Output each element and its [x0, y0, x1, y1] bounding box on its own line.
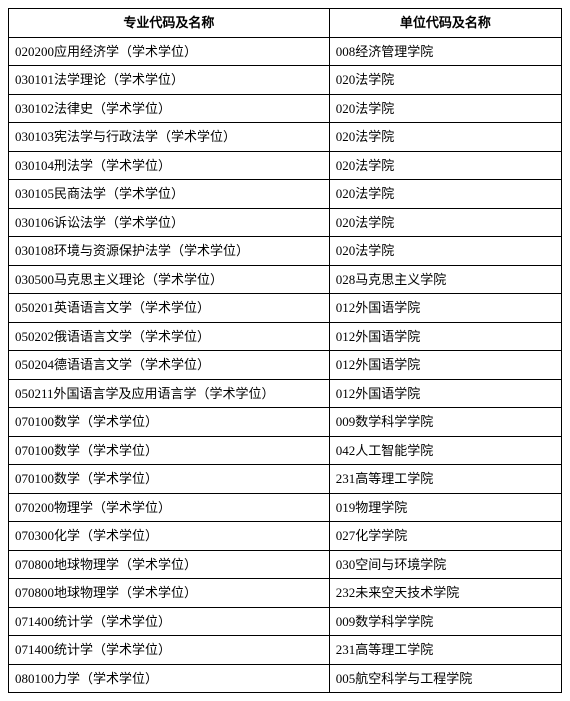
table-row: 050202俄语语言文学（学术学位）012外国语学院 — [9, 322, 562, 351]
cell-major: 070100数学（学术学位） — [9, 465, 330, 494]
cell-major: 030106诉讼法学（学术学位） — [9, 208, 330, 237]
cell-dept: 009数学科学学院 — [329, 607, 561, 636]
cell-major: 070300化学（学术学位） — [9, 522, 330, 551]
cell-major: 020200应用经济学（学术学位） — [9, 37, 330, 66]
cell-dept: 231高等理工学院 — [329, 636, 561, 665]
table-row: 050204德语语言文学（学术学位）012外国语学院 — [9, 351, 562, 380]
cell-major: 070200物理学（学术学位） — [9, 493, 330, 522]
cell-major: 071400统计学（学术学位） — [9, 607, 330, 636]
cell-major: 030101法学理论（学术学位） — [9, 66, 330, 95]
cell-major: 030104刑法学（学术学位） — [9, 151, 330, 180]
cell-dept: 030空间与环境学院 — [329, 550, 561, 579]
table-row: 071400统计学（学术学位）231高等理工学院 — [9, 636, 562, 665]
cell-major: 070100数学（学术学位） — [9, 408, 330, 437]
cell-dept: 012外国语学院 — [329, 351, 561, 380]
table-row: 070100数学（学术学位）009数学科学学院 — [9, 408, 562, 437]
cell-major: 050204德语语言文学（学术学位） — [9, 351, 330, 380]
table-body: 020200应用经济学（学术学位）008经济管理学院030101法学理论（学术学… — [9, 37, 562, 693]
cell-dept: 009数学科学学院 — [329, 408, 561, 437]
table-row: 071400统计学（学术学位）009数学科学学院 — [9, 607, 562, 636]
table-row: 050211外国语言学及应用语言学（学术学位）012外国语学院 — [9, 379, 562, 408]
cell-dept: 008经济管理学院 — [329, 37, 561, 66]
cell-major: 030105民商法学（学术学位） — [9, 180, 330, 209]
table-row: 030101法学理论（学术学位）020法学院 — [9, 66, 562, 95]
table-row: 070300化学（学术学位）027化学学院 — [9, 522, 562, 551]
cell-dept: 042人工智能学院 — [329, 436, 561, 465]
table-row: 070800地球物理学（学术学位）030空间与环境学院 — [9, 550, 562, 579]
table-row: 070100数学（学术学位）231高等理工学院 — [9, 465, 562, 494]
cell-dept: 012外国语学院 — [329, 322, 561, 351]
cell-major: 071400统计学（学术学位） — [9, 636, 330, 665]
table-row: 070200物理学（学术学位）019物理学院 — [9, 493, 562, 522]
table-row: 080100力学（学术学位）005航空科学与工程学院 — [9, 664, 562, 693]
header-major: 专业代码及名称 — [9, 9, 330, 38]
cell-dept: 028马克思主义学院 — [329, 265, 561, 294]
table-row: 030102法律史（学术学位）020法学院 — [9, 94, 562, 123]
table-row: 030106诉讼法学（学术学位）020法学院 — [9, 208, 562, 237]
cell-major: 070800地球物理学（学术学位） — [9, 550, 330, 579]
cell-dept: 027化学学院 — [329, 522, 561, 551]
table-row: 030105民商法学（学术学位）020法学院 — [9, 180, 562, 209]
table-row: 030500马克思主义理论（学术学位）028马克思主义学院 — [9, 265, 562, 294]
table-row: 050201英语语言文学（学术学位）012外国语学院 — [9, 294, 562, 323]
table-row: 030104刑法学（学术学位）020法学院 — [9, 151, 562, 180]
cell-dept: 020法学院 — [329, 151, 561, 180]
table-row: 030103宪法学与行政法学（学术学位）020法学院 — [9, 123, 562, 152]
table-row: 030108环境与资源保护法学（学术学位）020法学院 — [9, 237, 562, 266]
cell-major: 080100力学（学术学位） — [9, 664, 330, 693]
cell-dept: 020法学院 — [329, 180, 561, 209]
cell-major: 070800地球物理学（学术学位） — [9, 579, 330, 608]
cell-major: 050202俄语语言文学（学术学位） — [9, 322, 330, 351]
cell-dept: 020法学院 — [329, 94, 561, 123]
cell-dept: 012外国语学院 — [329, 294, 561, 323]
cell-major: 030103宪法学与行政法学（学术学位） — [9, 123, 330, 152]
cell-dept: 231高等理工学院 — [329, 465, 561, 494]
cell-major: 030108环境与资源保护法学（学术学位） — [9, 237, 330, 266]
major-dept-table: 专业代码及名称 单位代码及名称 020200应用经济学（学术学位）008经济管理… — [8, 8, 562, 693]
table-row: 020200应用经济学（学术学位）008经济管理学院 — [9, 37, 562, 66]
cell-dept: 012外国语学院 — [329, 379, 561, 408]
cell-major: 030102法律史（学术学位） — [9, 94, 330, 123]
cell-dept: 020法学院 — [329, 237, 561, 266]
cell-dept: 005航空科学与工程学院 — [329, 664, 561, 693]
cell-major: 070100数学（学术学位） — [9, 436, 330, 465]
cell-major: 050201英语语言文学（学术学位） — [9, 294, 330, 323]
cell-dept: 232未来空天技术学院 — [329, 579, 561, 608]
table-row: 070100数学（学术学位）042人工智能学院 — [9, 436, 562, 465]
cell-major: 030500马克思主义理论（学术学位） — [9, 265, 330, 294]
cell-major: 050211外国语言学及应用语言学（学术学位） — [9, 379, 330, 408]
cell-dept: 020法学院 — [329, 66, 561, 95]
cell-dept: 020法学院 — [329, 208, 561, 237]
cell-dept: 020法学院 — [329, 123, 561, 152]
cell-dept: 019物理学院 — [329, 493, 561, 522]
table-row: 070800地球物理学（学术学位）232未来空天技术学院 — [9, 579, 562, 608]
table-header-row: 专业代码及名称 单位代码及名称 — [9, 9, 562, 38]
header-dept: 单位代码及名称 — [329, 9, 561, 38]
